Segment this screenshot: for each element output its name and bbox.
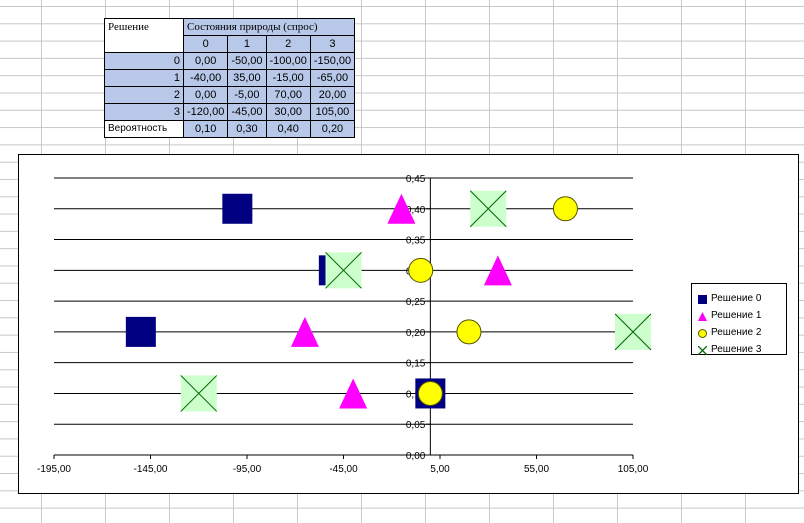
state-label-cell[interactable]: 1	[227, 35, 267, 53]
probability-row: Вероятность 0,10 0,30 0,40 0,20	[104, 120, 356, 138]
chart-legend[interactable]: Решение 0 Решение 1 Решение 2 Решение 3	[691, 283, 787, 355]
value-cell[interactable]: -150,00	[309, 52, 356, 70]
y-tick-label: 0,25	[406, 297, 426, 308]
data-point	[417, 380, 443, 406]
decision-header-cell[interactable]: Решение	[104, 18, 184, 53]
table-row: 0 0,00 -50,00 -100,00 -150,00	[104, 52, 356, 70]
data-point	[469, 190, 507, 228]
data-point	[456, 319, 482, 345]
value-cell[interactable]: -15,00	[265, 69, 311, 87]
value-cell[interactable]: 0,00	[182, 86, 229, 104]
x-tick-label: 105,00	[618, 464, 649, 475]
row-label-cell[interactable]: 2	[104, 86, 184, 104]
legend-label: Решение 3	[711, 344, 762, 355]
square-marker-icon	[698, 294, 707, 304]
value-cell[interactable]: -45,00	[227, 103, 267, 121]
state-label-cell[interactable]: 3	[309, 35, 356, 53]
value-cell[interactable]: 105,00	[309, 103, 356, 121]
data-point	[483, 255, 512, 286]
table-row: 3 -120,00 -45,00 30,00 105,00	[104, 103, 356, 121]
legend-entry[interactable]: Решение 3	[698, 343, 761, 357]
y-tick-label: 0,05	[406, 420, 426, 431]
probability-cell[interactable]: 0,40	[265, 120, 311, 138]
value-cell[interactable]: -120,00	[182, 103, 229, 121]
y-tick-label: 0,00	[406, 451, 426, 462]
circle-marker-icon	[698, 328, 707, 338]
probability-label-cell[interactable]: Вероятность	[104, 120, 184, 138]
x-tick-label: 55,00	[524, 464, 549, 475]
row-label-cell[interactable]: 0	[104, 52, 184, 70]
value-cell[interactable]: 0,00	[182, 52, 229, 70]
value-cell[interactable]: -5,00	[227, 86, 267, 104]
scatter-chart: -195,00 -145,00 -95,00 -45,00 5,00 55,00 105,0…	[37, 174, 652, 475]
state-label-cell[interactable]: 2	[265, 35, 311, 53]
data-point	[387, 193, 416, 224]
y-tick-label: 0,15	[406, 359, 426, 370]
payoff-table: Решение Состояния природы (спрос) 0 1 2 …	[104, 18, 356, 138]
table-row: 1 -40,00 35,00 -15,00 -65,00	[104, 69, 356, 87]
probability-cell[interactable]: 0,10	[182, 120, 229, 138]
x-tick-label: -45,00	[329, 464, 358, 475]
x-tick-label: -95,00	[233, 464, 262, 475]
value-cell[interactable]: -65,00	[309, 69, 356, 87]
data-point	[339, 378, 368, 409]
states-header-cell[interactable]: Состояния природы (спрос)	[182, 18, 356, 36]
y-tick-label: 0,45	[406, 174, 426, 185]
value-cell[interactable]: 20,00	[309, 86, 356, 104]
data-point	[180, 375, 218, 412]
legend-entry[interactable]: Решение 1	[698, 309, 761, 323]
data-point	[614, 313, 652, 351]
value-cell[interactable]: -100,00	[265, 52, 311, 70]
y-tick-label: 0,40	[406, 205, 426, 216]
table-row: 2 0,00 -5,00 70,00 20,00	[104, 86, 356, 104]
state-label-cell[interactable]: 0	[182, 35, 229, 53]
value-cell[interactable]: -40,00	[182, 69, 229, 87]
triangle-marker-icon	[698, 311, 707, 321]
row-label-cell[interactable]: 1	[104, 69, 184, 87]
x-tick-label: -195,00	[37, 464, 71, 475]
chart-area[interactable]: -195,00 -145,00 -95,00 -45,00 5,00 55,00 105,0…	[18, 154, 799, 494]
y-tick-label: 0,35	[406, 236, 426, 247]
y-tick-label: 0,20	[406, 328, 426, 339]
value-cell[interactable]: 35,00	[227, 69, 267, 87]
value-cell[interactable]: -50,00	[227, 52, 267, 70]
legend-label: Решение 0	[711, 293, 762, 304]
data-point	[552, 196, 578, 222]
value-cell[interactable]: 70,00	[265, 86, 311, 104]
probability-cell[interactable]: 0,20	[309, 120, 356, 138]
data-point	[325, 251, 362, 289]
data-point	[125, 316, 156, 347]
legend-label: Решение 1	[711, 310, 762, 321]
x-tick-label: 5,00	[430, 464, 450, 475]
data-point	[222, 193, 253, 224]
data-point	[408, 257, 434, 283]
x-marker-icon	[698, 345, 707, 355]
value-cell[interactable]: 30,00	[265, 103, 311, 121]
data-point	[290, 316, 319, 347]
row-label-cell[interactable]: 3	[104, 103, 184, 121]
legend-entry[interactable]: Решение 0	[698, 292, 761, 306]
x-tick-label: -145,00	[134, 464, 168, 475]
probability-cell[interactable]: 0,30	[227, 120, 267, 138]
legend-entry[interactable]: Решение 2	[698, 326, 761, 340]
legend-label: Решение 2	[711, 327, 762, 338]
